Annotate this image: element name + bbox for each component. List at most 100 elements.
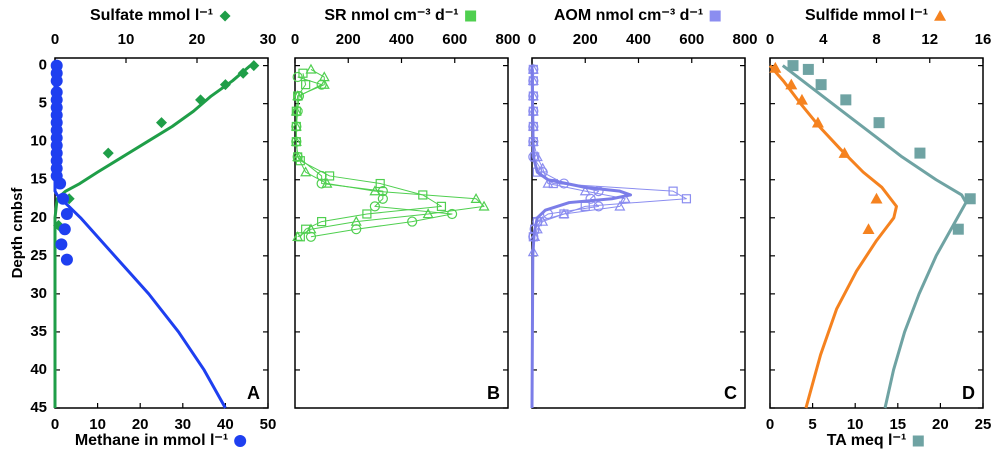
plot-frame [54, 57, 269, 409]
x-tick-label: 50 [260, 416, 277, 433]
x2-tick-label: 600 [442, 31, 467, 48]
marker-square [668, 186, 678, 196]
y-tick-label: 15 [30, 171, 47, 188]
marker-triangle [478, 200, 490, 211]
legend-marker [934, 10, 947, 21]
marker-square [952, 223, 964, 235]
marker-triangle [305, 223, 317, 234]
marker-circle [593, 186, 604, 197]
x-tick-label: 40 [217, 416, 234, 433]
marker-square [301, 80, 311, 90]
x2-axis-label: AOM nmol cm⁻³ d⁻¹ [554, 7, 703, 24]
marker-diamond [248, 60, 260, 72]
x2-tick-label: 400 [389, 31, 414, 48]
marker-square [362, 209, 372, 219]
x2-axis-label: SR nmol cm⁻³ d⁻¹ [324, 7, 458, 24]
marker-square [873, 117, 885, 129]
y-tick-label: 0 [39, 57, 47, 74]
x2-tick-label: 12 [921, 31, 938, 48]
marker-triangle [369, 185, 381, 196]
marker-triangle [422, 208, 434, 219]
x2-tick-label: 200 [573, 31, 598, 48]
marker-triangle [862, 223, 875, 234]
x2-tick-label: 4 [819, 31, 828, 48]
marker-circle [55, 238, 68, 251]
marker-diamond [63, 193, 75, 205]
y-tick-label: 30 [30, 285, 47, 302]
x2-tick-label: 800 [732, 31, 757, 48]
marker-square [317, 216, 327, 227]
x2-tick-label: 16 [975, 31, 992, 48]
marker-circle [369, 201, 380, 212]
legend-marker [234, 435, 247, 447]
marker-square [436, 201, 447, 211]
x-tick-label: 25 [975, 416, 992, 433]
fit-line [53, 64, 252, 408]
x2-tick-label: 200 [336, 31, 361, 48]
x-axis-label: TA meq l⁻¹ [827, 432, 907, 449]
marker-circle [54, 177, 67, 190]
marker-triangle [321, 177, 333, 188]
marker-circle [58, 223, 71, 236]
marker-triangle [305, 63, 317, 74]
panel-label: A [247, 383, 260, 403]
x-axis-label: Methane in mmol l⁻¹ [75, 432, 228, 449]
legend-marker [465, 10, 477, 22]
x-tick-label: 0 [51, 416, 59, 433]
x2-tick-label: 0 [528, 31, 536, 48]
marker-triangle [542, 177, 554, 188]
marker-triangle [292, 231, 304, 242]
marker-square [964, 193, 976, 205]
marker-circle [50, 74, 63, 87]
marker-triangle [614, 200, 626, 211]
panel-label: C [724, 383, 737, 403]
legend-marker [709, 10, 721, 22]
marker-square [914, 147, 926, 159]
marker-triangle [300, 166, 312, 177]
marker-triangle [318, 78, 330, 89]
plot-frame [294, 57, 509, 409]
x-tick-label: 30 [174, 416, 191, 433]
y-tick-label: 45 [30, 399, 47, 416]
marker-circle [292, 71, 303, 83]
x-tick-label: 20 [932, 416, 949, 433]
marker-triangle [292, 151, 304, 162]
marker-diamond [156, 117, 167, 129]
x2-tick-label: 10 [118, 31, 135, 48]
panel-label: B [487, 383, 500, 403]
x-tick-label: 15 [889, 416, 906, 433]
series-line [295, 73, 442, 238]
fit-line [768, 64, 898, 409]
y-tick-label: 10 [30, 133, 47, 150]
y-axis-label: Depth cmbsf [9, 187, 26, 279]
marker-triangle [619, 193, 631, 203]
panel-label: D [962, 383, 975, 403]
x2-tick-label: 20 [189, 31, 206, 48]
series-line [532, 69, 687, 237]
x2-tick-label: 800 [495, 31, 520, 48]
marker-triangle [470, 193, 482, 203]
x-tick-label: 20 [132, 416, 149, 433]
marker-triangle [292, 90, 304, 101]
fit-line [53, 65, 227, 409]
marker-triangle [531, 151, 543, 162]
marker-circle [60, 253, 73, 266]
x2-tick-label: 30 [260, 31, 277, 48]
fit-line [781, 64, 968, 409]
y-tick-label: 20 [30, 209, 47, 226]
x-tick-label: 0 [766, 416, 774, 433]
marker-triangle [290, 120, 302, 131]
x2-axis-label: Sulfate mmol l⁻¹ [90, 7, 213, 24]
fit-line [530, 65, 633, 409]
x2-tick-label: 0 [51, 31, 59, 48]
marker-triangle [870, 192, 883, 204]
marker-triangle [290, 135, 302, 146]
marker-circle [593, 201, 604, 212]
series-line [295, 68, 485, 238]
x2-tick-label: 0 [766, 31, 774, 48]
x2-tick-label: 600 [679, 31, 704, 48]
plot-frame [769, 57, 984, 409]
marker-circle [377, 193, 388, 204]
